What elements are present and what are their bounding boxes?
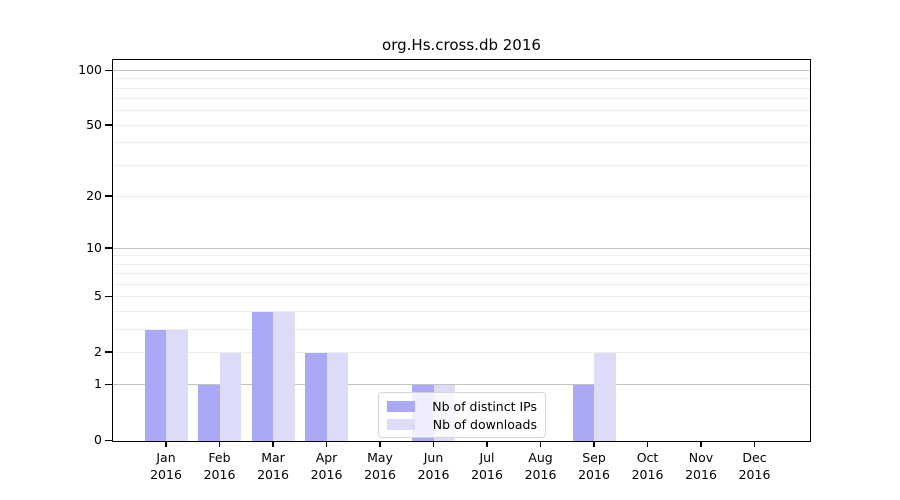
gridline-minor [113,283,810,285]
x-tick-mark [539,441,542,447]
y-tick-mark [105,195,112,197]
x-tick-label: Oct 2016 [631,450,664,482]
x-tick-label: Feb 2016 [203,450,236,482]
legend-swatch-distinct-ips-icon [387,400,415,412]
x-tick-label: Nov 2016 [685,450,717,482]
gridline-minor [113,78,810,80]
gridline-major [113,247,810,249]
gridline-minor [113,124,810,126]
gridline-minor [113,87,810,89]
x-tick-mark [700,441,702,447]
x-tick-label: Jul 2016 [471,450,503,482]
x-tick-mark [432,441,435,447]
gridline-minor [113,273,810,275]
gridline-minor [113,263,810,265]
bar-downloads [166,329,188,441]
x-tick-label: May 2016 [364,450,396,482]
y-tick-label: 50 [86,116,102,132]
gridline-minor [113,255,810,257]
x-tick-label: Mar 2016 [257,450,289,482]
gridline-minor [113,195,810,197]
y-tick-label: 2 [94,343,102,359]
y-tick-mark [105,295,112,298]
gridline-minor [113,142,810,144]
chart-title: org.Hs.cross.db 2016 [382,36,541,54]
gridline-minor [113,98,810,100]
x-tick-label: Sep 2016 [578,450,610,482]
x-tick-label: Aug 2016 [524,450,557,482]
legend-label-distinct-ips: Nb of distinct IPs [432,398,537,414]
x-tick-mark [486,441,488,447]
legend: Nb of distinct IPs Nb of downloads [378,392,546,438]
y-tick-label: 100 [78,62,102,77]
y-tick-label: 5 [94,288,102,304]
legend-item-downloads: Nb of downloads [387,417,537,432]
bar-downloads [326,352,348,441]
y-tick-mark [105,351,112,353]
y-tick-label: 10 [86,239,102,255]
bar-distinct-ips [198,385,220,441]
x-tick-mark [593,441,595,447]
x-tick-mark [753,441,756,447]
bar-downloads [219,352,241,441]
bar-downloads [594,352,616,441]
x-tick-label: Dec 2016 [738,450,771,482]
y-tick-mark [105,69,112,71]
x-tick-mark [165,441,167,447]
x-tick-mark [272,441,274,447]
bar-distinct-ips [251,311,273,441]
gridline-minor [113,310,810,312]
gridline-minor [113,110,810,112]
bar-distinct-ips [144,329,166,441]
x-tick-label: Jan 2016 [150,450,182,482]
legend-label-downloads: Nb of downloads [432,416,537,432]
gridline-minor [113,164,810,166]
gridline-major [113,70,810,71]
bar-distinct-ips [305,352,327,441]
gridline-minor [113,296,810,298]
x-tick-mark [646,441,649,447]
bar-distinct-ips [572,385,594,441]
legend-swatch-downloads-icon [387,418,415,430]
legend-item-distinct-ips: Nb of distinct IPs [387,399,537,414]
y-tick-mark [105,247,112,249]
x-tick-mark [379,441,381,447]
gridline-minor [113,328,810,330]
y-tick-label: 20 [86,187,102,203]
x-tick-mark [325,441,328,447]
bar-downloads [273,311,295,441]
x-tick-label: Apr 2016 [310,450,343,482]
gridline-major [113,384,810,386]
gridline-minor [113,351,810,353]
y-tick-mark [105,124,112,126]
y-tick-label: 1 [94,376,102,392]
y-tick-mark [105,383,112,386]
x-tick-mark [218,441,221,447]
plot-area [112,59,811,442]
x-tick-label: Jun 2016 [417,450,450,482]
y-tick-label: 0 [94,432,102,447]
y-tick-mark [105,439,112,441]
